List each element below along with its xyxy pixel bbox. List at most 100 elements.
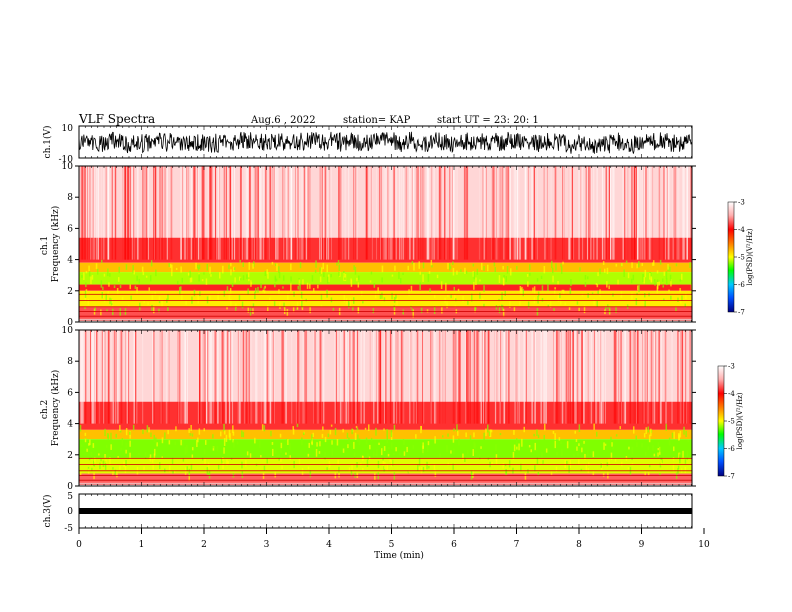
spectrogram-streak: [223, 330, 225, 424]
spectrogram-streak: [229, 166, 231, 260]
spectrogram-streak: [307, 166, 309, 260]
spectrogram-streak: [363, 330, 365, 424]
spectrogram-speckle: [292, 426, 294, 430]
spectrogram-streak: [180, 166, 183, 260]
spectrogram-streak: [226, 330, 229, 424]
spectrogram-streak: [385, 166, 387, 260]
spectrogram-streak: [91, 330, 93, 424]
spectrogram-speckle: [549, 301, 552, 308]
spectrogram-speckle: [648, 434, 651, 443]
spectrogram-speckle: [246, 274, 248, 279]
spectrogram-streak: [602, 330, 604, 424]
spectrogram-speckle: [208, 470, 211, 479]
spectrogram-speckle: [627, 272, 630, 279]
spectrogram-streak: [249, 166, 251, 260]
spectrogram-speckle: [632, 274, 635, 281]
spectrogram-speckle: [472, 271, 475, 277]
spectrogram-streak: [465, 166, 467, 260]
spectrogram-speckle: [520, 463, 522, 472]
spectrogram-streak: [587, 330, 589, 424]
spectrogram-speckle: [151, 458, 154, 463]
spectrogram-speckle: [320, 267, 323, 271]
spectrogram-streak: [125, 330, 127, 424]
spectrogram-streak: [465, 330, 468, 424]
time-axis-tick-label: 2: [201, 540, 207, 550]
spectrogram-speckle: [537, 295, 539, 304]
spectrogram-speckle: [533, 433, 535, 437]
spectrogram-speckle: [168, 263, 170, 267]
time-axis-tick-label: 1: [139, 540, 145, 550]
spectrogram-speckle: [222, 457, 224, 462]
spectrogram-speckle: [550, 471, 553, 475]
ch2-spectrogram-ylabel-freq: Frequency (kHz): [50, 370, 61, 447]
spectrogram-streak: [283, 166, 285, 260]
spectrogram-speckle: [108, 282, 110, 287]
spectrogram-speckle: [391, 274, 394, 277]
spectrogram-streak: [495, 166, 498, 260]
spectrogram-streak: [128, 330, 130, 424]
spectrogram-speckle: [671, 432, 674, 439]
spectrogram-line: [79, 479, 692, 481]
spectrogram-speckle: [422, 442, 424, 449]
time-axis-tick-label: 7: [514, 540, 520, 550]
spectrogram-speckle: [583, 440, 585, 444]
spectrogram-streak: [476, 330, 478, 424]
spectrogram-speckle: [393, 424, 396, 431]
spectrogram-speckle: [426, 309, 429, 313]
spectrogram-streak: [92, 166, 94, 260]
spectrogram-streak: [392, 166, 393, 260]
spectrogram-speckle: [587, 450, 589, 457]
ch2-spectrogram-ylabel: ch.2 Frequency (kHz): [40, 370, 61, 447]
spectrogram-streak: [668, 166, 670, 260]
spectrogram-speckle: [547, 304, 549, 307]
spectrogram-streak: [677, 330, 679, 424]
spectrogram-speckle: [602, 261, 605, 265]
spectrogram-speckle: [233, 267, 236, 270]
spectrogram-streak: [445, 166, 447, 260]
ch1-spectrogram-ytick-label: 6: [67, 224, 73, 234]
spectrogram-speckle: [319, 267, 321, 274]
spectrogram-streak: [198, 330, 201, 424]
spectrogram-streak: [229, 166, 230, 260]
spectrogram-streak: [182, 330, 184, 424]
spectrogram-speckle: [155, 437, 157, 444]
spectrogram-line: [79, 306, 692, 308]
spectrogram-speckle: [446, 445, 448, 452]
spectrogram-speckle: [426, 461, 428, 470]
spectrogram-streak: [555, 166, 557, 260]
spectrogram-streak: [237, 330, 239, 424]
spectrogram-speckle: [542, 460, 544, 464]
spectrogram-speckle: [417, 464, 419, 471]
spectrogram-speckle: [286, 309, 289, 317]
spectrogram-speckle: [356, 277, 358, 282]
spectrogram-speckle: [602, 473, 605, 477]
spectrogram-streak: [491, 166, 492, 260]
spectrogram-speckle: [197, 264, 199, 269]
spectrogram-speckle: [434, 436, 436, 444]
spectrogram-speckle: [119, 465, 121, 470]
spectrogram-streak: [594, 330, 596, 424]
spectrogram-streak: [571, 166, 574, 260]
spectrogram-speckle: [430, 259, 433, 266]
spectrogram-speckle: [240, 278, 242, 281]
spectrogram-speckle: [315, 260, 317, 268]
spectrogram-streak: [275, 166, 277, 260]
spectrogram-speckle: [228, 264, 230, 270]
spectrogram-streak: [470, 330, 472, 424]
spectrogram-streak: [649, 166, 652, 260]
ch1-colorbar-tick-label: -6: [738, 281, 745, 289]
spectrogram-speckle: [562, 261, 564, 265]
spectrogram-speckle: [196, 440, 198, 447]
spectrogram-streak: [581, 330, 583, 424]
spectrogram-streak: [309, 166, 311, 260]
spectrogram-streak: [96, 330, 98, 424]
spectrogram-speckle: [348, 437, 350, 443]
spectrogram-speckle: [306, 282, 309, 289]
spectrogram-speckle: [393, 306, 396, 315]
spectrogram-speckle: [373, 283, 376, 288]
spectrogram-speckle: [621, 263, 623, 267]
spectrogram-speckle: [118, 266, 120, 274]
spectrogram-speckle: [642, 274, 644, 282]
spectrogram-speckle: [523, 426, 525, 433]
